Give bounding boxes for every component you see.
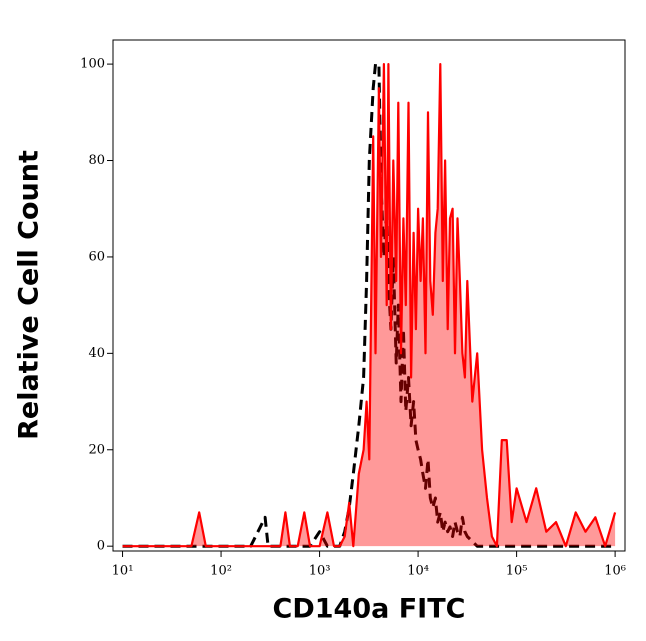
x-tick-label: 10⁶ xyxy=(604,564,626,579)
histogram-line xyxy=(122,62,617,548)
y-tick-label: 40 xyxy=(88,346,105,361)
x-tick-label: 10¹ xyxy=(112,564,134,579)
y-tick-label: 20 xyxy=(88,442,105,457)
area-fill xyxy=(122,64,616,547)
y-tick-label: 60 xyxy=(88,249,105,264)
x-tick-label: 10⁴ xyxy=(407,564,429,579)
y-axis-label: Relative Cell Count xyxy=(14,150,45,440)
y-tick-label: 80 xyxy=(88,153,105,168)
y-tick-label: 100 xyxy=(80,57,105,72)
x-tick-label: 10² xyxy=(210,564,232,579)
x-tick-label: 10⁵ xyxy=(506,564,528,579)
plot-frame xyxy=(112,39,626,552)
y-tick-label: 0 xyxy=(97,539,105,554)
x-tick-label: 10³ xyxy=(309,564,331,579)
x-axis-label: CD140a FITC xyxy=(273,594,466,625)
